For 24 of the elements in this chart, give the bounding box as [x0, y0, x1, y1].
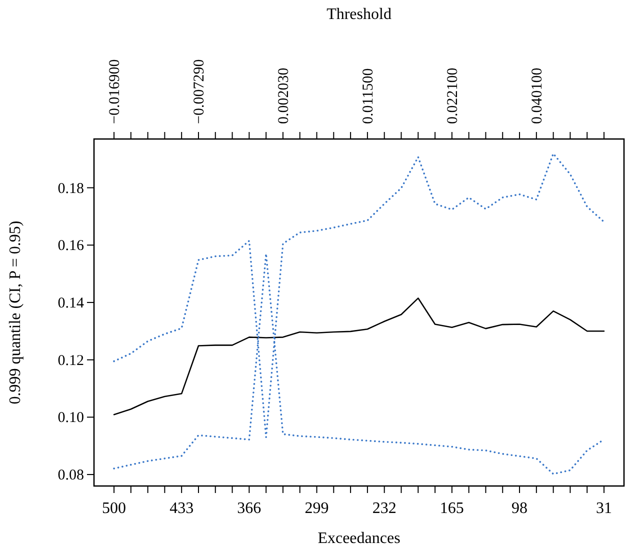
y-tick-label: 0.16: [58, 238, 84, 254]
x2-axis-title: Threshold: [326, 6, 392, 23]
text: 0.040100: [529, 68, 546, 124]
x-tick-label: 299: [304, 500, 329, 517]
line-series: [113, 298, 605, 416]
x-axis-title: Exceedances: [318, 530, 400, 547]
x-tick-label: 366: [237, 500, 262, 517]
text: −0.007290: [191, 59, 208, 124]
y-tick-label: 0.08: [58, 468, 84, 484]
text: 0.022100: [444, 68, 461, 124]
text: 0.002030: [276, 68, 292, 124]
y-tick-label: 0.10: [58, 410, 84, 426]
x-tick-label: 232: [372, 500, 396, 517]
x-tick-label: 165: [440, 500, 464, 517]
text: −0.016900: [107, 59, 123, 124]
y-axis-title: 0.999 quantile (CI, P = 0.95): [7, 220, 24, 404]
x-tick-label: 98: [512, 500, 528, 517]
x-tick-label: 31: [596, 500, 612, 517]
y-tick-label: 0.12: [58, 352, 84, 369]
y-tick-label: 0.18: [58, 180, 84, 197]
text: 0.011500: [360, 68, 376, 124]
x-tick-label: 500: [102, 500, 126, 517]
x-tick-label: 433: [170, 500, 194, 517]
y-tick-label: 0.14: [58, 295, 84, 312]
